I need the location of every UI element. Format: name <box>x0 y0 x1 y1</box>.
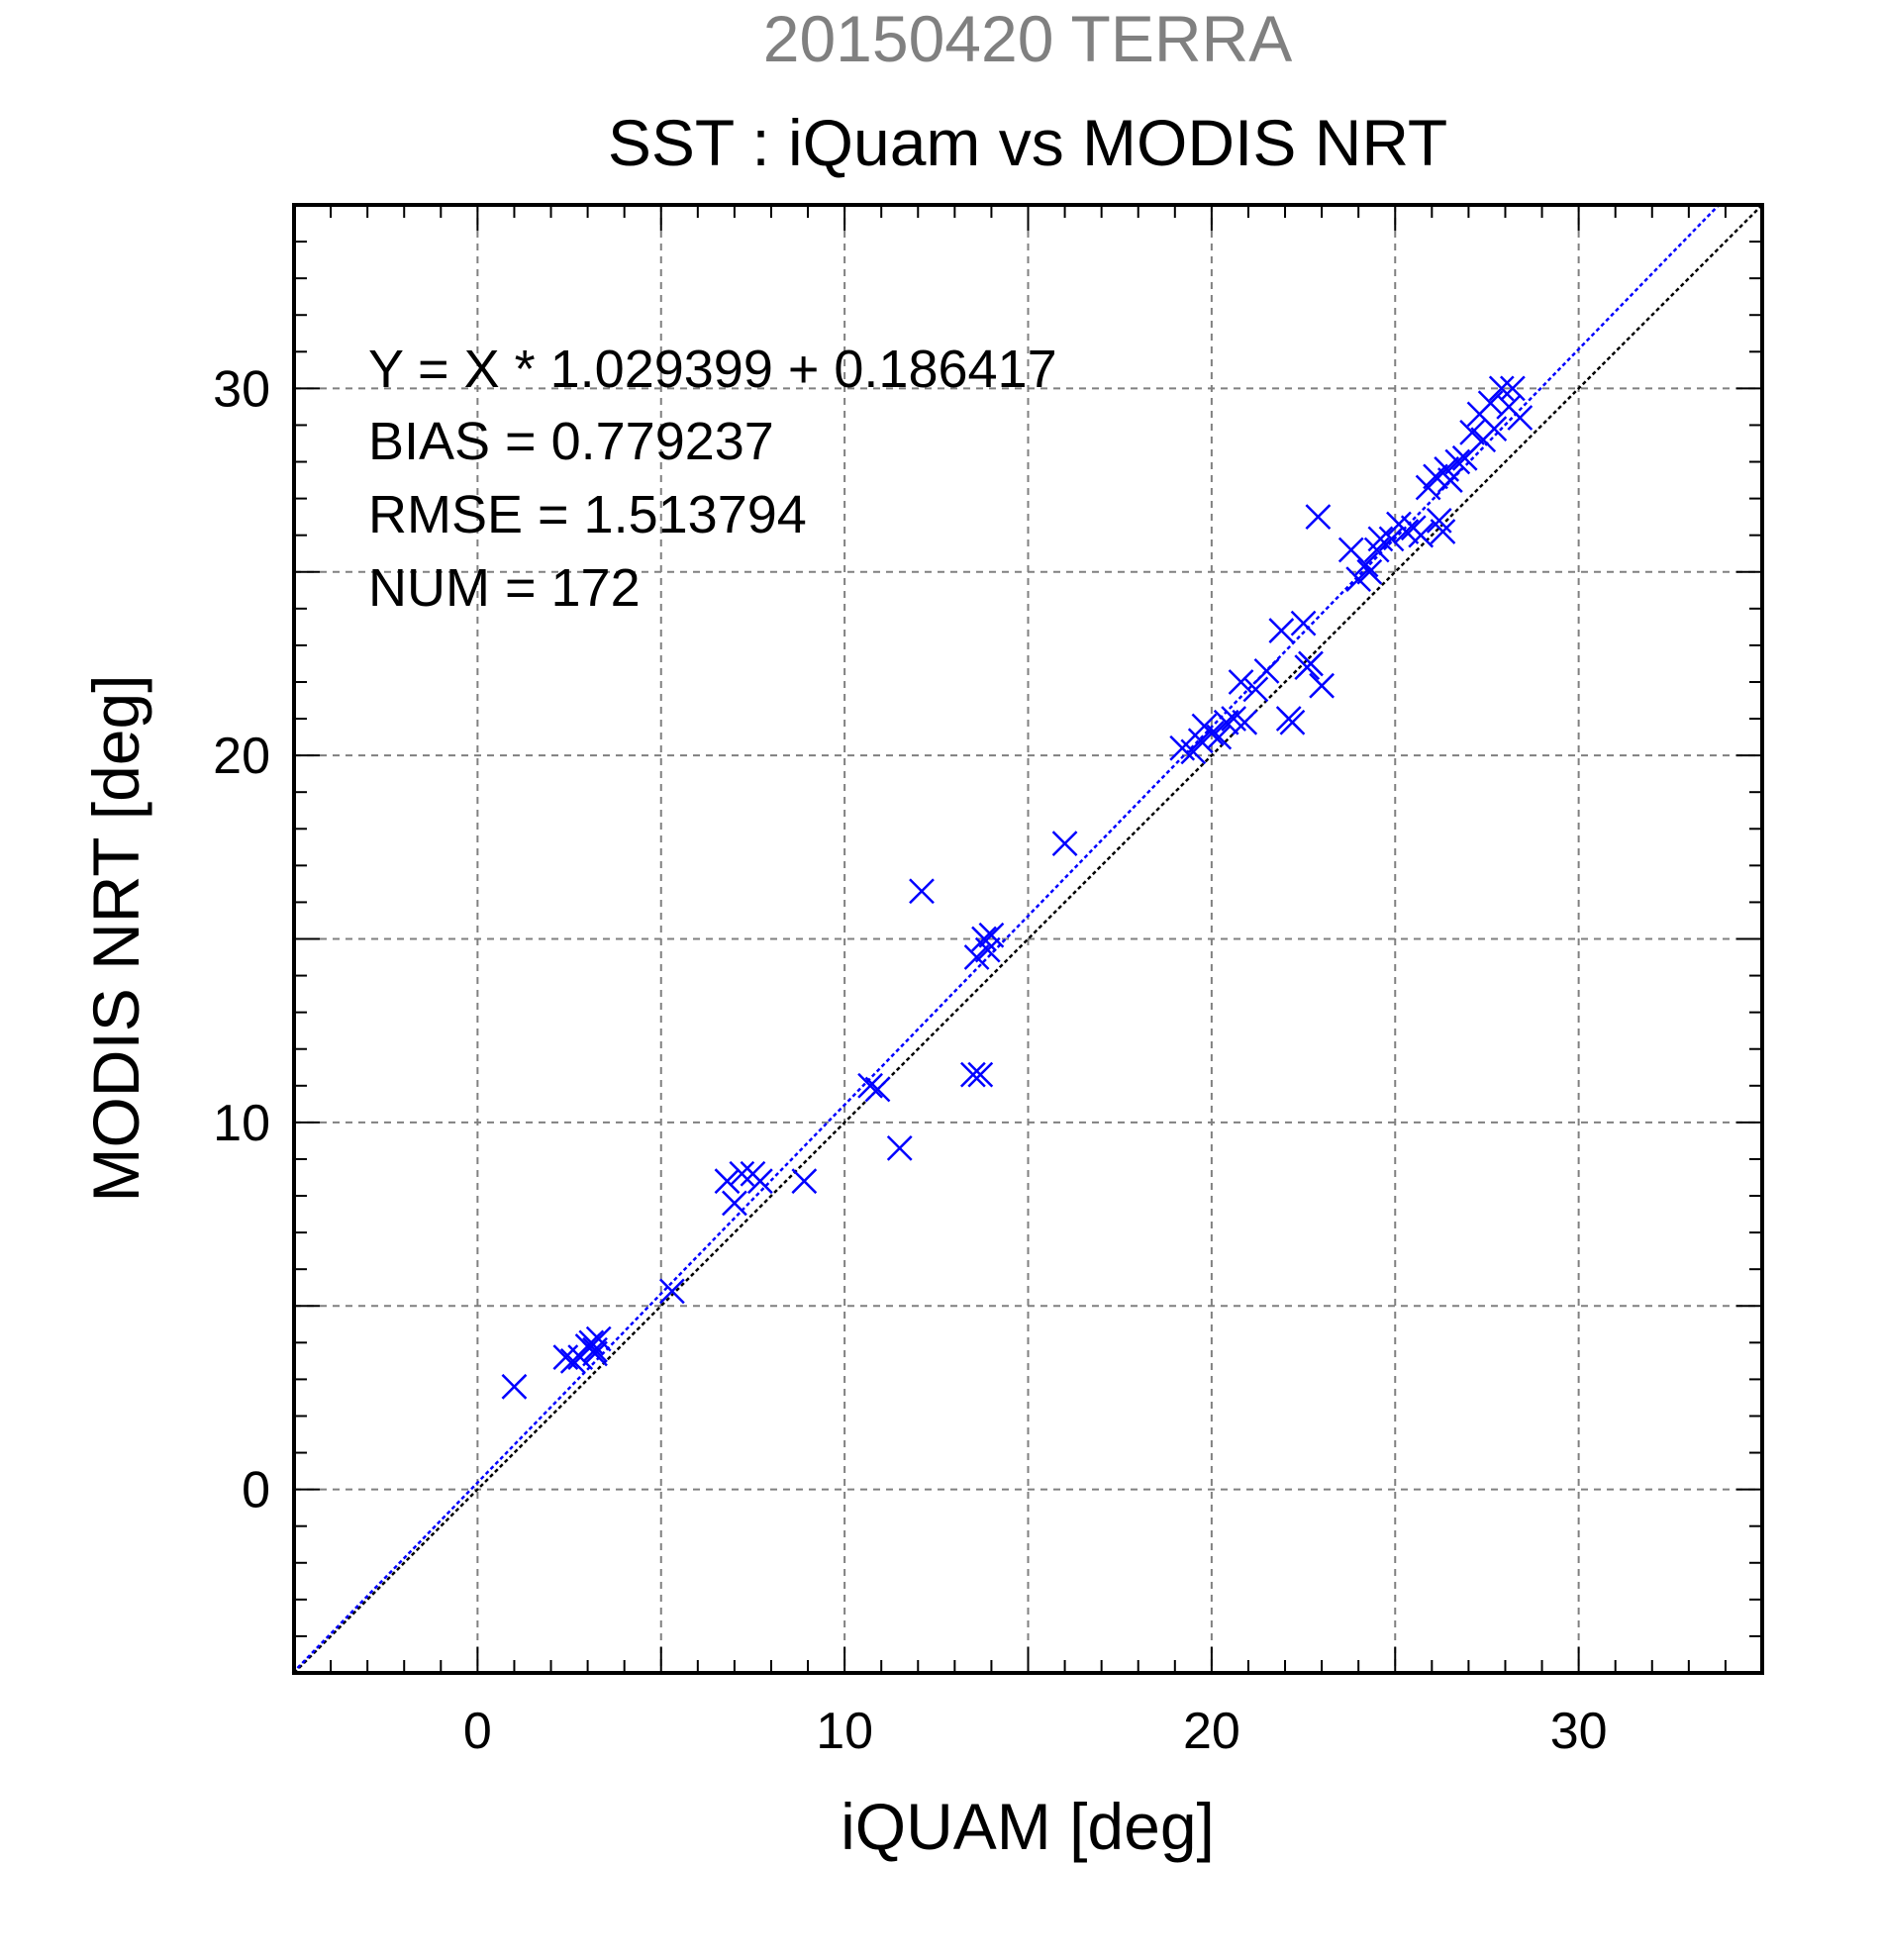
data-point <box>658 1278 685 1305</box>
y-axis-label: MODIS NRT [deg] <box>79 674 152 1202</box>
data-point <box>1393 519 1420 544</box>
data-point <box>909 878 935 905</box>
data-point <box>974 936 1001 963</box>
x-axis-label: iQUAM [deg] <box>841 1790 1215 1863</box>
y-tick-label: 20 <box>213 728 270 785</box>
data-point <box>722 1190 747 1217</box>
data-point <box>1367 526 1394 552</box>
data-point <box>978 922 1005 948</box>
plot-frame <box>292 203 1764 1675</box>
data-point <box>714 1168 741 1195</box>
data-point <box>746 1168 773 1195</box>
data-point <box>1213 709 1239 735</box>
tick-labels: 0 10 20 30 0 10 20 30 <box>213 360 1607 1760</box>
data-point <box>886 1134 913 1161</box>
data-point <box>1298 650 1324 677</box>
data-point <box>1507 405 1534 431</box>
data-point <box>1305 504 1332 531</box>
data-point <box>857 1072 883 1099</box>
data-point <box>1253 657 1280 684</box>
data-point <box>1459 419 1485 445</box>
stats-num: NUM = 172 <box>368 558 641 618</box>
x-tick-label: 20 <box>1183 1703 1240 1760</box>
data-point <box>582 1340 608 1367</box>
data-point <box>1436 467 1463 493</box>
x-tick-label: 0 <box>463 1703 492 1760</box>
data-point <box>1378 526 1405 552</box>
y-tick-label: 10 <box>213 1095 270 1152</box>
data-point <box>1242 676 1269 703</box>
data-point <box>1228 669 1254 695</box>
data-point <box>1290 610 1317 637</box>
data-point <box>1356 558 1383 585</box>
regression-line <box>291 204 1721 1674</box>
stats-bias: BIAS = 0.779237 <box>368 412 774 471</box>
data-point <box>1345 566 1372 593</box>
data-point <box>585 1325 612 1352</box>
reference-lines <box>291 204 1763 1674</box>
y-tick-label: 30 <box>213 360 270 418</box>
data-point <box>960 1061 986 1088</box>
stats-regression: Y = X * 1.029399 + 0.186417 <box>368 340 1057 399</box>
y-tick-label: 0 <box>242 1462 270 1519</box>
minor-ticks <box>293 204 1763 1674</box>
data-point <box>1481 416 1508 442</box>
data-point <box>1500 375 1526 402</box>
data-point <box>1309 672 1335 699</box>
data-point <box>1198 720 1225 746</box>
chart-title: SST : iQuam vs MODIS NRT <box>608 106 1447 179</box>
data-point <box>1488 375 1515 402</box>
data-point <box>1430 519 1456 544</box>
data-point <box>1279 709 1306 735</box>
x-tick-label: 10 <box>816 1703 873 1760</box>
stats-rmse: RMSE = 1.513794 <box>368 485 807 544</box>
data-point <box>1408 522 1435 548</box>
x-tick-label: 30 <box>1550 1703 1608 1760</box>
data-point <box>1444 448 1471 475</box>
data-point <box>1051 831 1078 856</box>
grid <box>294 205 1762 1673</box>
data-point <box>1232 709 1258 735</box>
data-point <box>864 1076 891 1103</box>
data-point <box>963 944 990 970</box>
data-point <box>1423 463 1448 490</box>
chart-suptitle: 20150420 TERRA <box>763 2 1292 75</box>
data-point <box>729 1160 755 1187</box>
data-point <box>501 1373 528 1400</box>
data-point <box>791 1168 818 1195</box>
data-point <box>1268 618 1295 643</box>
data-point <box>1352 551 1379 578</box>
stats-box: Y = X * 1.029399 + 0.186417 BIAS = 0.779… <box>368 340 1057 618</box>
data-points <box>501 375 1534 1400</box>
data-point <box>967 1061 994 1088</box>
data-point <box>1206 724 1233 750</box>
